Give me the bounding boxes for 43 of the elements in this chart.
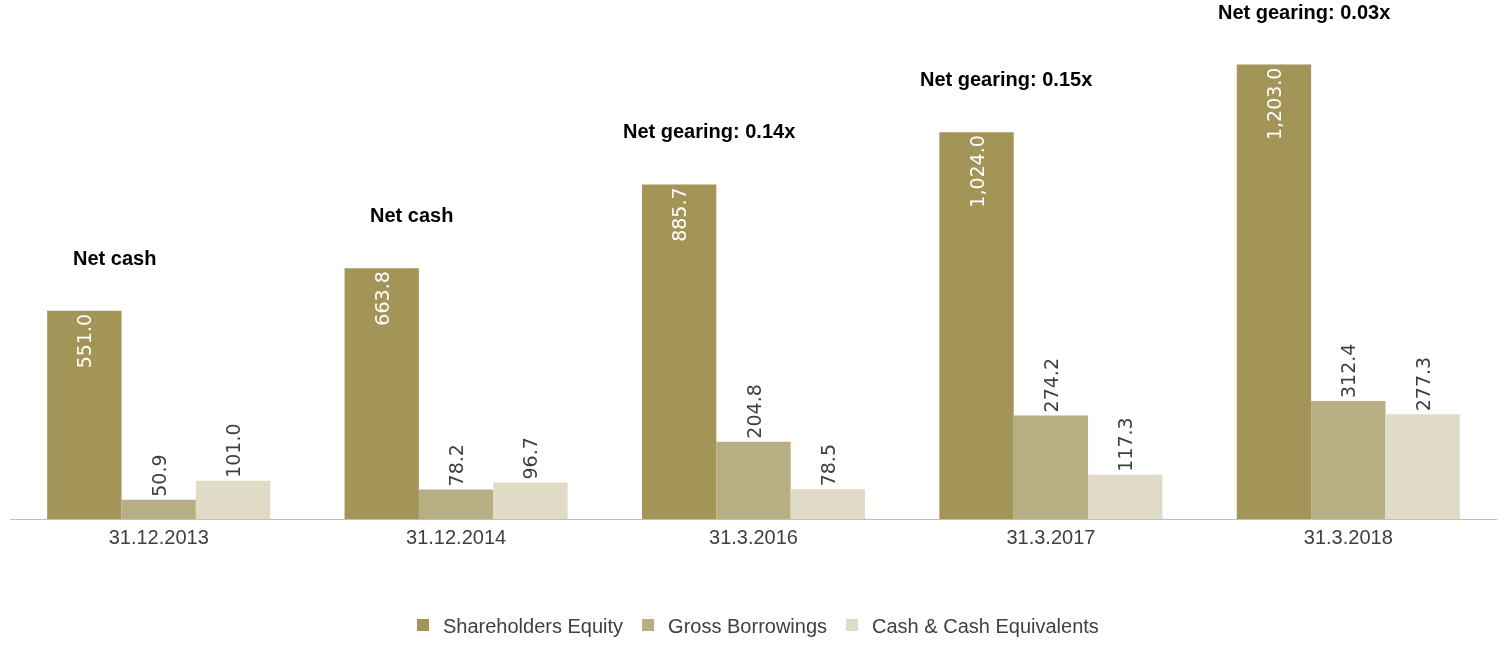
- x-tick-label: 31.12.2013: [108, 526, 209, 548]
- data-label: 885.7: [668, 187, 691, 242]
- annotation: Net cash: [73, 247, 157, 269]
- bar: [195, 480, 271, 519]
- data-label: 96.7: [519, 437, 542, 480]
- bar: [641, 184, 717, 519]
- bar: [493, 482, 568, 519]
- legend-label: Shareholders Equity: [443, 614, 624, 637]
- legend-label: Gross Borrowings: [668, 614, 828, 637]
- bar: [939, 132, 1014, 519]
- data-label: 1,203.0: [1262, 67, 1285, 141]
- x-tick-label: 31.12.2014: [406, 526, 507, 548]
- text: Net gearing: 0.03x: [1218, 1, 1391, 23]
- data-label: 101.0: [222, 423, 245, 478]
- data-label: 78.2: [445, 444, 468, 487]
- data-label: 551.0: [73, 313, 96, 369]
- data-label: 663.8: [370, 271, 393, 326]
- annotation: Net gearing: 0.14x: [623, 120, 796, 142]
- data-label: 204.8: [742, 384, 765, 439]
- x-tick-label: 31.3.2017: [1006, 526, 1096, 548]
- data-label: 277.3: [1411, 356, 1434, 412]
- bar: [1385, 414, 1460, 519]
- bar: [790, 489, 866, 519]
- bar: [1088, 474, 1163, 519]
- data-label: 78.5: [816, 444, 839, 487]
- data-label: 312.4: [1337, 343, 1360, 398]
- annotation: Net gearing: 0.15x: [920, 68, 1093, 90]
- bar: [418, 489, 494, 519]
- annotation: Net cash: [370, 204, 454, 226]
- data-label: 117.3: [1114, 417, 1137, 472]
- x-tick-label: 31.3.2016: [709, 526, 798, 548]
- data-label: 1,024.0: [965, 135, 988, 208]
- x-tick-label: 31.3.2018: [1303, 526, 1393, 548]
- bar: [344, 268, 419, 519]
- data-label: 274.2: [1039, 358, 1062, 413]
- bar: [1236, 64, 1312, 519]
- bar: [121, 499, 196, 519]
- bar: [1311, 400, 1386, 519]
- bar: [1013, 415, 1089, 519]
- legend-label: Cash & Cash Equivalents: [872, 614, 1099, 637]
- data-label: 50.9: [147, 454, 170, 497]
- bar: [716, 441, 791, 519]
- bar: [47, 310, 122, 519]
